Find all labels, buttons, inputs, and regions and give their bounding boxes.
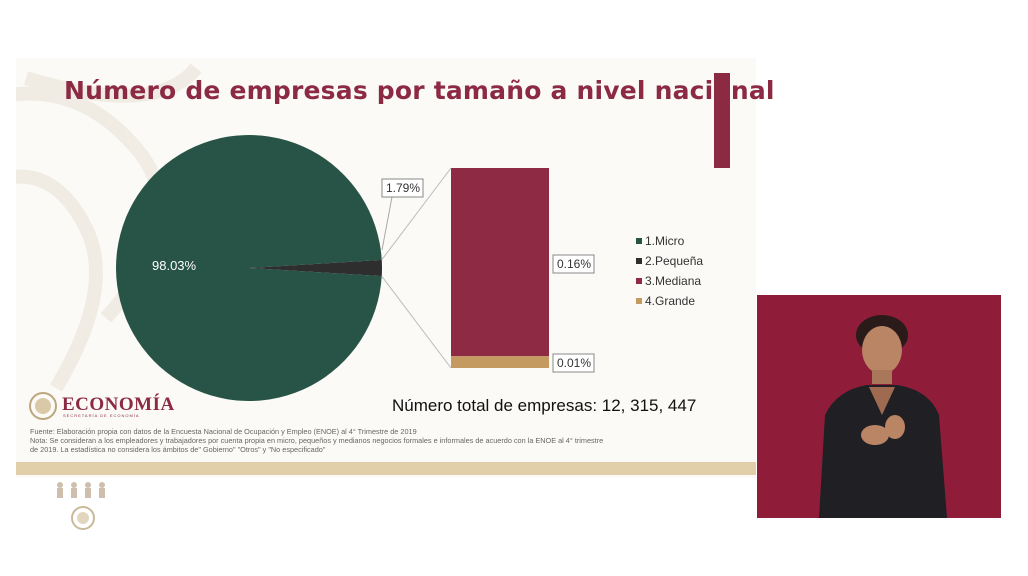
footnote-note: Nota: Se consideran a los empleadores y … [30, 436, 604, 445]
data-label-mediana-text: 0.16% [557, 257, 591, 271]
national-seal-icon [71, 506, 95, 530]
bar-of-pie [451, 168, 549, 368]
footer-seal [70, 505, 96, 536]
bar-segment-grande [451, 356, 549, 368]
footnote-note-cont: de 2019. La estadística no considera los… [30, 445, 326, 454]
connector-lines [381, 167, 452, 369]
pie-slice-pequena [249, 259, 382, 277]
bar-segment-mediana [451, 168, 549, 357]
data-label-mediana: 0.16% [552, 254, 595, 274]
legend-label: 4.Grande [645, 294, 696, 308]
leader-pequena [381, 196, 393, 251]
legend-label: 3.Mediana [645, 274, 702, 288]
data-label-micro: 98.03% [152, 258, 197, 273]
logo-seal [28, 391, 58, 426]
footer-stripe [16, 462, 756, 475]
pie-chart [116, 134, 382, 401]
logo-subtitle: SECRETARÍA DE ECONOMÍA [63, 413, 140, 418]
legend-item: 3.Mediana [636, 271, 703, 291]
page-title: Número de empresas por tamaño a nivel na… [64, 76, 775, 105]
data-label-grande-box [552, 353, 595, 373]
eagle-seal-icon [29, 392, 57, 420]
legend-item: 4.Grande [636, 291, 703, 311]
people-illustration-icon [57, 482, 105, 498]
legend-swatch [636, 258, 642, 264]
data-label-grande-text: 0.01% [557, 356, 591, 370]
legend-label: 1.Micro [645, 234, 685, 248]
accent-bar [714, 73, 730, 168]
footer-illustration [52, 480, 122, 505]
connector-bottom [381, 275, 452, 369]
data-label-mediana-box [552, 254, 595, 274]
legend-label: 2.Pequeña [645, 254, 704, 268]
data-label-grande: 0.01% [552, 353, 595, 373]
data-label-pequena-text: 1.79% [386, 181, 420, 195]
data-labels: 98.03% 1.79% 0.16% 0.01% [152, 178, 595, 373]
chart-legend: 1.Micro 2.Pequeña 3.Mediana 4.Grande [636, 231, 703, 311]
legend-item: 1.Micro [636, 231, 703, 251]
data-label-pequena-box [381, 178, 424, 198]
data-label-pequena: 1.79% [381, 178, 424, 198]
footnotes: Fuente: Elaboración propia con datos de … [30, 427, 755, 454]
total-companies: Número total de empresas: 12, 315, 447 [392, 396, 697, 415]
pie-slice-micro [116, 134, 382, 401]
legend-item: 2.Pequeña [636, 251, 703, 271]
footnote-source: Fuente: Elaboración propia con datos de … [30, 427, 417, 436]
sign-language-interpreter [757, 295, 1001, 518]
legend-swatch [636, 298, 642, 304]
legend-swatch [636, 238, 642, 244]
legend-swatch [636, 278, 642, 284]
logo-name: ECONOMÍA [62, 394, 175, 415]
connector-top [381, 167, 452, 261]
interpreter-figure [757, 295, 1001, 518]
